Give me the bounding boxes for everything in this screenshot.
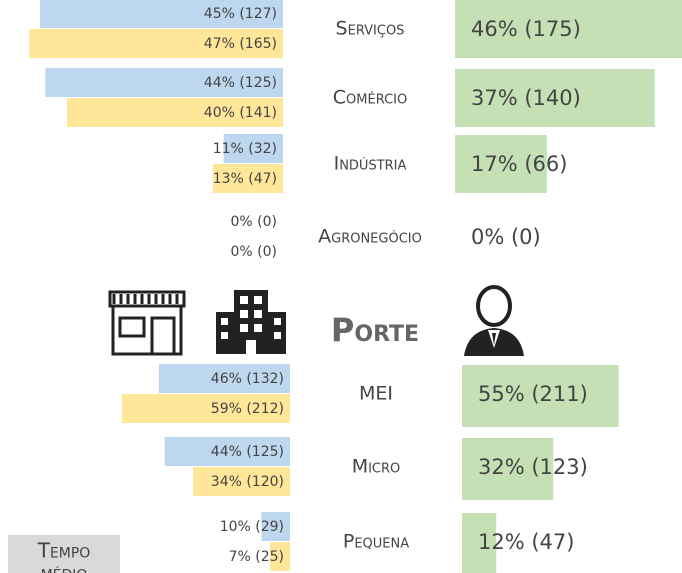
bar <box>40 0 283 28</box>
value-label: 7% (25) <box>229 549 284 565</box>
value-label: 34% (120) <box>211 474 284 490</box>
value-label: 59% (212) <box>211 401 284 417</box>
value-label: 55% (211) <box>478 382 588 406</box>
section-title: Porte <box>331 311 419 349</box>
store-icon <box>108 290 186 356</box>
category-label: Pequena <box>343 531 409 553</box>
bar <box>67 98 283 127</box>
value-label: 11% (32) <box>213 141 277 157</box>
footer-label: Tempo <box>37 539 91 563</box>
building-icon <box>216 290 286 354</box>
bar <box>462 513 497 573</box>
value-label: 40% (141) <box>204 105 277 121</box>
bar <box>462 365 619 427</box>
value-label: 47% (165) <box>204 36 277 52</box>
bar <box>158 364 290 393</box>
category-label: Comércio <box>333 87 407 109</box>
value-label: 46% (175) <box>471 17 581 41</box>
bar <box>212 164 283 193</box>
value-label: 0% (0) <box>231 214 278 230</box>
bar <box>455 0 682 58</box>
value-label: 44% (125) <box>204 75 277 91</box>
value-label: 0% (0) <box>231 244 278 260</box>
bar <box>164 437 290 466</box>
value-label: 13% (47) <box>213 171 277 187</box>
category-label: Indústria <box>334 153 407 175</box>
value-label: 46% (132) <box>211 371 284 387</box>
bar <box>261 512 290 541</box>
bar <box>29 29 284 58</box>
value-label: 10% (29) <box>220 519 284 535</box>
category-label: Serviços <box>336 18 405 40</box>
value-label: 44% (125) <box>211 444 284 460</box>
bar <box>45 68 284 97</box>
category-label: MEI <box>359 383 393 405</box>
bar <box>462 438 554 500</box>
category-label: Agronegócio <box>318 226 422 248</box>
value-label: 17% (66) <box>471 152 567 176</box>
bar <box>121 394 290 423</box>
bar <box>270 542 290 571</box>
bar <box>223 134 283 163</box>
bar <box>455 69 655 127</box>
bar <box>455 135 547 193</box>
footer-box: Tempo médio <box>8 535 120 573</box>
value-label: 45% (127) <box>204 6 277 22</box>
value-label: 0% (0) <box>471 225 541 249</box>
bar <box>193 467 290 496</box>
category-label: Micro <box>352 456 401 478</box>
value-label: 32% (123) <box>478 455 588 479</box>
value-label: 37% (140) <box>471 86 581 110</box>
value-label: 12% (47) <box>478 530 574 554</box>
footer-label: médio <box>41 561 88 573</box>
person-icon <box>464 285 524 356</box>
